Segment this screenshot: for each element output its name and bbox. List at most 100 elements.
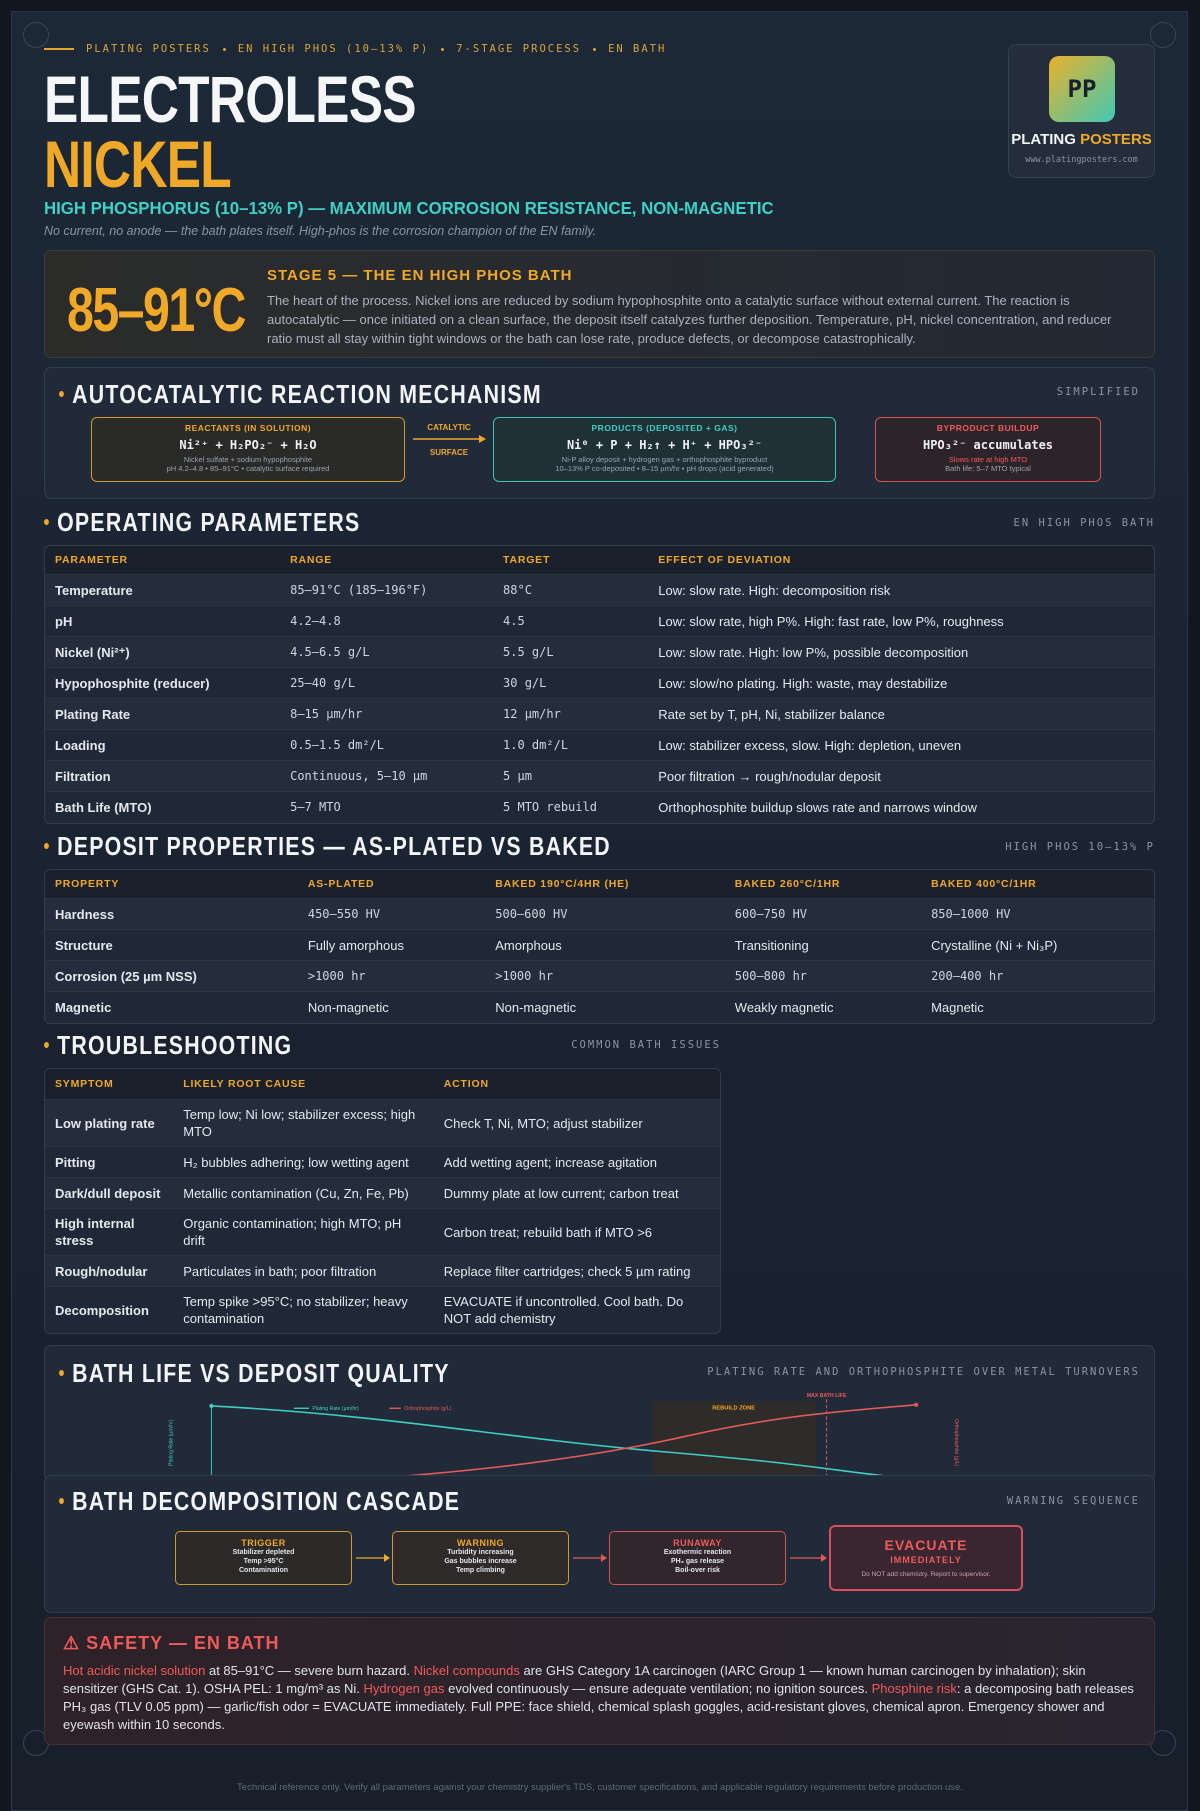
cascade-step: TRIGGER Stabilizer depleted Temp >95°C Cont… <box>175 1531 352 1585</box>
table-row: Bath Life (MTO) 5–7 MTO 5 MTO rebuild Ortho… <box>45 792 1154 823</box>
step-line: Temp >95°C <box>243 1558 284 1565</box>
eyebrow-item: EN HIGH PHOS (10–13% P) <box>237 43 430 55</box>
header-cell: TARGET <box>503 553 551 566</box>
section-tag: SIMPLIFIED <box>1056 386 1140 398</box>
cell: 5 MTO rebuild <box>503 800 597 814</box>
section-tag: WARNING SEQUENCE <box>1006 1495 1140 1507</box>
path <box>601 1554 607 1562</box>
reactants: REACTANTS (IN SOLUTION) Ni²⁺ + H₂PO₂⁻ + … <box>91 417 405 482</box>
cell: Transitioning <box>734 937 809 953</box>
cell: Hardness <box>55 906 115 922</box>
cell: Fully amorphous <box>307 937 404 953</box>
section-title: BATH DECOMPOSITION CASCADE <box>59 1486 460 1516</box>
cell: Temp spike >95°C; no stabilizer; heavy c… <box>183 1294 408 1326</box>
section-title: BATH LIFE VS DEPOSIT QUALITY <box>59 1358 450 1388</box>
table-row: Low plating rate Temp low; Ni low; stabil… <box>45 1100 720 1147</box>
cell: 850–1000 HV <box>931 906 1011 921</box>
y-label: Plating Rate (µm/hr) <box>168 1419 174 1466</box>
cell: Temperature <box>55 582 133 598</box>
hazard: Hydrogen gas <box>363 1681 445 1696</box>
legend-label: Orthophosphite (g/L) <box>404 1406 452 1412</box>
path <box>384 1554 390 1562</box>
section-tag: HIGH PHOS 10–13% P <box>1005 841 1155 853</box>
logo-name: PLATING POSTERS <box>1009 131 1154 148</box>
logo: PP PLATING POSTERS www.platingposters.co… <box>1008 44 1155 178</box>
formula: Ni⁰ + P + H₂↑ + H⁺ + HPO₃²⁻ <box>566 438 763 452</box>
byproduct: BYPRODUCT BUILDUP HPO₃²⁻ accumulates Slo… <box>875 417 1101 482</box>
header-cell: AS-PLATED <box>307 877 375 890</box>
stage-temp: 85–91°C <box>67 276 246 345</box>
note: pH 4.2–4.8 • 85–91°C • catalytic surface… <box>166 464 330 473</box>
formula: HPO₃²⁻ accumulates <box>922 438 1054 452</box>
cell: Corrosion (25 µm NSS) <box>55 968 197 984</box>
cell: Organic contamination; high MTO; pH drif… <box>183 1216 402 1248</box>
mechanism: AUTOCATALYTIC REACTION MECHANISM SIMPLIF… <box>44 367 1155 499</box>
table-row: Decomposition Temp spike >95°C; no stabil… <box>45 1287 720 1333</box>
logo-name-2: POSTERS <box>1080 131 1152 148</box>
hazard: Nickel compounds <box>413 1663 520 1678</box>
cell: Rough/nodular <box>55 1263 148 1279</box>
step-line: Contamination <box>239 1567 288 1574</box>
header-cell: SYMPTOM <box>55 1077 114 1090</box>
final-note: Do NOT add chemistry. Report to supervis… <box>861 1571 991 1578</box>
section-title: DEPOSIT PROPERTIES — AS-PLATED VS BAKED <box>44 831 611 861</box>
title-text: TROUBLESHOOTING <box>57 1030 293 1060</box>
cascade-arrow <box>790 1554 827 1562</box>
cascade-arrow <box>573 1554 607 1562</box>
step-line: Boil-over risk <box>675 1567 720 1574</box>
cell: H₂ bubbles adhering; low wetting agent <box>183 1154 409 1170</box>
table-row: Corrosion (25 µm NSS) >1000 hr >1000 hr 500… <box>45 961 1154 992</box>
arrow-label: SURFACE <box>429 448 469 457</box>
table-row: Hardness 450–550 HV 500–600 HV 600–750 HV 85… <box>45 899 1154 930</box>
note: Slows rate at high MTO <box>948 455 1028 464</box>
cell: Crystalline (Ni + Ni₃P) <box>931 937 1058 953</box>
table-header: PROPERTY AS-PLATED BAKED 190°C/4HR (HE) BAK… <box>45 870 1154 899</box>
stage-heading: STAGE 5 — THE EN HIGH PHOS BATH <box>267 267 573 284</box>
cell: Nickel (Ni²⁺) <box>55 644 130 660</box>
cell: Temp low; Ni low; stabilizer excess; hig… <box>183 1107 416 1139</box>
eyebrow-item: EN BATH <box>608 43 667 55</box>
cell: Rate set by T, pH, Ni, stabilizer balanc… <box>658 706 885 722</box>
section-title: OPERATING PARAMETERS <box>44 507 360 537</box>
cell: EVACUATE if uncontrolled. Cool bath. Do … <box>443 1294 684 1326</box>
safety-body: Hot acidic nickel solution at 85–91°C — … <box>63 1662 1143 1734</box>
final-sub: IMMEDIATELY <box>890 1555 962 1565</box>
subtitle: HIGH PHOSPHORUS (10–13% P) — MAXIMUM COR… <box>44 198 774 218</box>
text: are GHS Category 1A carcinogen (IARC Gro… <box>63 1663 1086 1696</box>
bath-life: BATH LIFE VS DEPOSIT QUALITY PLATING RAT… <box>44 1345 1155 1481</box>
bath-life-chart: REBUILD ZONE MAX BATH LIFE Plating Rate … <box>168 1393 959 1480</box>
box-label: BYPRODUCT BUILDUP <box>936 423 1040 433</box>
cell: 450–550 HV <box>307 906 381 921</box>
cell: 5–7 MTO <box>290 800 341 814</box>
header-cell: BAKED 190°C/4HR (HE) <box>495 877 630 890</box>
rebuild-zone <box>652 1401 817 1480</box>
cell: 30 g/L <box>503 675 547 690</box>
cell: 5.5 g/L <box>503 644 554 659</box>
cell: Orthophosphite buildup slows rate and na… <box>658 800 977 815</box>
cell: Amorphous <box>495 937 562 953</box>
logo-name-1: PLATING <box>1011 131 1076 148</box>
title-text: BATH LIFE VS DEPOSIT QUALITY <box>72 1358 450 1388</box>
step-line: Stabilizer depleted <box>232 1549 295 1556</box>
zone-label: REBUILD ZONE <box>712 1405 755 1411</box>
header-cell: ACTION <box>443 1077 489 1090</box>
cell: Check T, Ni, MTO; adjust stabilizer <box>443 1115 643 1131</box>
formula: Ni²⁺ + H₂PO₂⁻ + H₂O <box>179 438 317 452</box>
stage-body: The heart of the process. Nickel ions ar… <box>267 293 1112 346</box>
table-header: SYMPTOM LIKELY ROOT CAUSE ACTION <box>45 1069 720 1100</box>
stage: 85–91°C STAGE 5 — THE EN HIGH PHOS BATH … <box>44 250 1155 358</box>
cell: Loading <box>55 737 106 753</box>
cell: >1000 hr <box>307 968 366 983</box>
bullet <box>44 843 49 849</box>
cell: Low: slow/no plating. High: waste, may d… <box>658 675 948 691</box>
eyebrow: PLATING POSTERS EN HIGH PHOS (10–13% P) 7-… <box>44 43 666 55</box>
cell: 200–400 hr <box>931 968 1004 983</box>
note: Bath life: 5–7 MTO typical <box>945 464 1031 473</box>
cell: Dummy plate at low current; carbon treat <box>443 1185 679 1201</box>
bullet <box>44 519 49 525</box>
safety: ⚠ SAFETY — EN BATH Hot acidic nickel sol… <box>44 1617 1155 1745</box>
logo-url: www.platingposters.com <box>1025 155 1138 165</box>
table-row: Magnetic Non-magnetic Non-magnetic Weakly m… <box>45 992 1154 1023</box>
hazard: Phosphine risk <box>871 1681 957 1696</box>
